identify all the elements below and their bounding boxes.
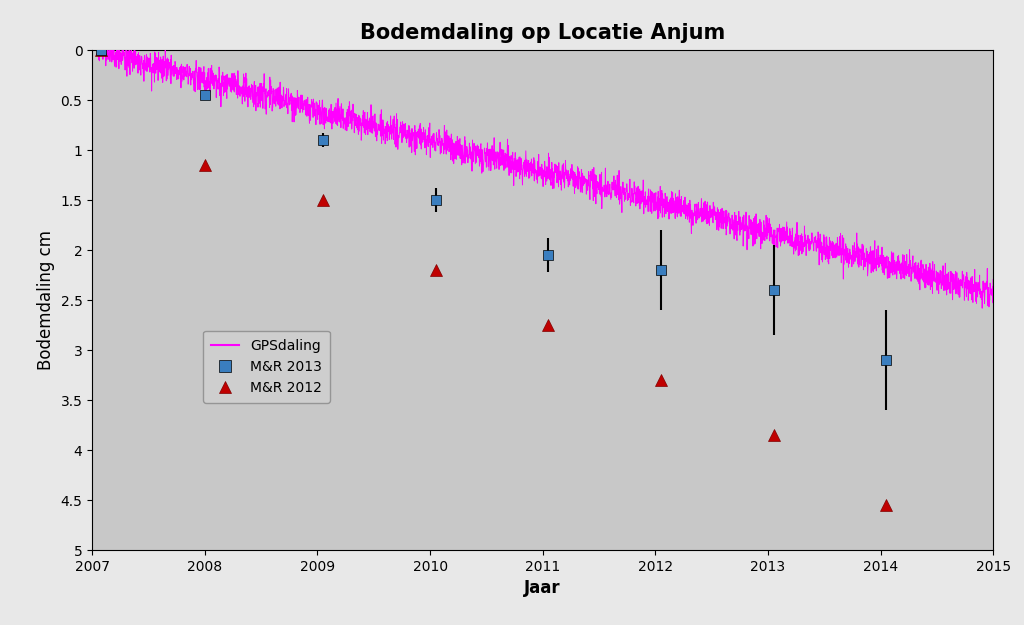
Y-axis label: Bodemdaling cm: Bodemdaling cm (37, 230, 55, 370)
Legend: GPSdaling, M&R 2013, M&R 2012: GPSdaling, M&R 2013, M&R 2012 (203, 331, 330, 403)
Title: Bodemdaling op Locatie Anjum: Bodemdaling op Locatie Anjum (360, 23, 725, 43)
X-axis label: Jaar: Jaar (524, 579, 561, 598)
